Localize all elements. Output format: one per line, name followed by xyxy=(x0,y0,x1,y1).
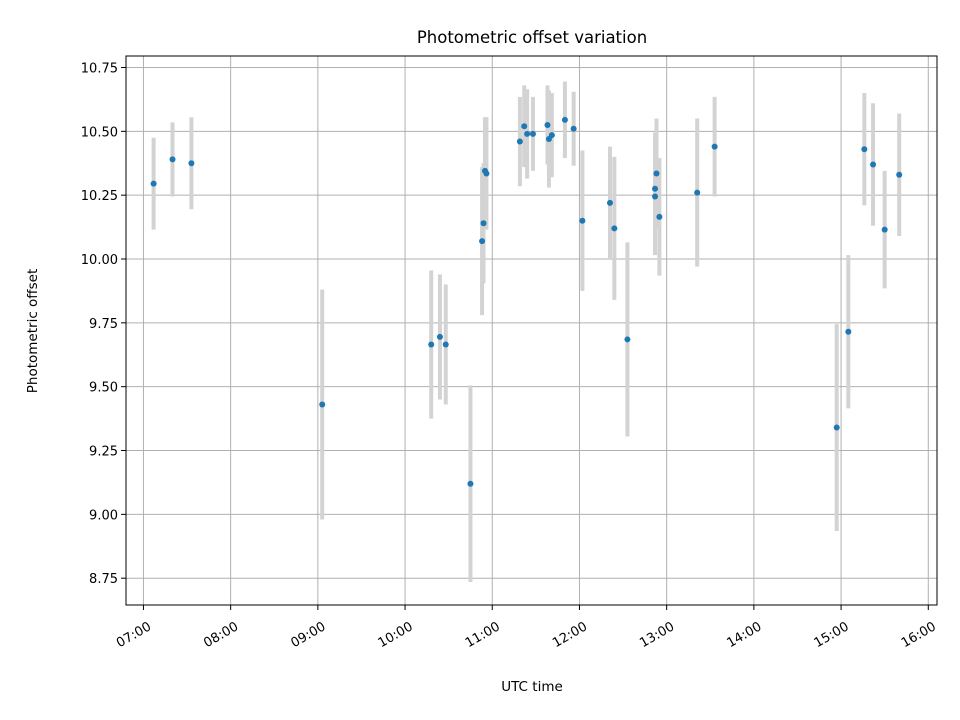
data-point xyxy=(845,328,852,335)
data-point xyxy=(861,146,868,153)
y-tick-label: 9.75 xyxy=(89,317,118,332)
data-point xyxy=(188,160,195,167)
data-point xyxy=(150,180,157,187)
data-point xyxy=(833,424,840,431)
data-point xyxy=(319,401,326,408)
data-points xyxy=(150,116,903,487)
data-point xyxy=(428,341,435,348)
data-point xyxy=(870,161,877,168)
y-axis-label: Photometric offset xyxy=(25,269,41,393)
data-point xyxy=(652,193,659,200)
data-point xyxy=(467,480,474,487)
y-tick-label: 9.00 xyxy=(89,508,118,523)
data-point xyxy=(652,185,659,192)
data-point xyxy=(653,170,660,177)
y-tick-label: 8.75 xyxy=(89,572,118,587)
y-tick-label: 9.50 xyxy=(89,381,118,396)
y-tick-label: 10.00 xyxy=(81,253,118,268)
data-point xyxy=(611,225,618,232)
data-point xyxy=(524,130,531,137)
chart-title: Photometric offset variation xyxy=(417,28,647,47)
data-point xyxy=(656,213,663,220)
y-axis-ticks: 8.75 9.00 9.25 9.50 9.75 10.00 10.25 10.50 10.75 xyxy=(81,61,126,587)
data-point xyxy=(442,341,449,348)
data-point xyxy=(548,132,555,139)
data-point xyxy=(561,116,568,123)
data-point xyxy=(436,333,443,340)
data-point xyxy=(624,336,631,343)
y-tick-label: 9.25 xyxy=(89,445,118,460)
data-point xyxy=(516,138,523,145)
data-point xyxy=(544,121,551,128)
data-point xyxy=(606,199,613,206)
y-tick-label: 10.75 xyxy=(81,61,118,76)
data-point xyxy=(479,238,486,245)
data-point xyxy=(529,130,536,137)
data-point xyxy=(694,189,701,196)
data-point xyxy=(483,170,490,177)
data-point xyxy=(579,217,586,224)
data-point xyxy=(521,123,528,130)
y-tick-label: 10.25 xyxy=(81,189,118,204)
plot-frame xyxy=(125,55,938,606)
data-point xyxy=(570,125,577,132)
y-tick-label: 10.50 xyxy=(81,125,118,140)
data-point xyxy=(480,220,487,227)
x-axis-label: UTC time xyxy=(501,679,563,695)
data-point xyxy=(896,171,903,178)
data-point xyxy=(711,143,718,150)
data-point xyxy=(881,226,888,233)
data-point xyxy=(169,156,176,163)
